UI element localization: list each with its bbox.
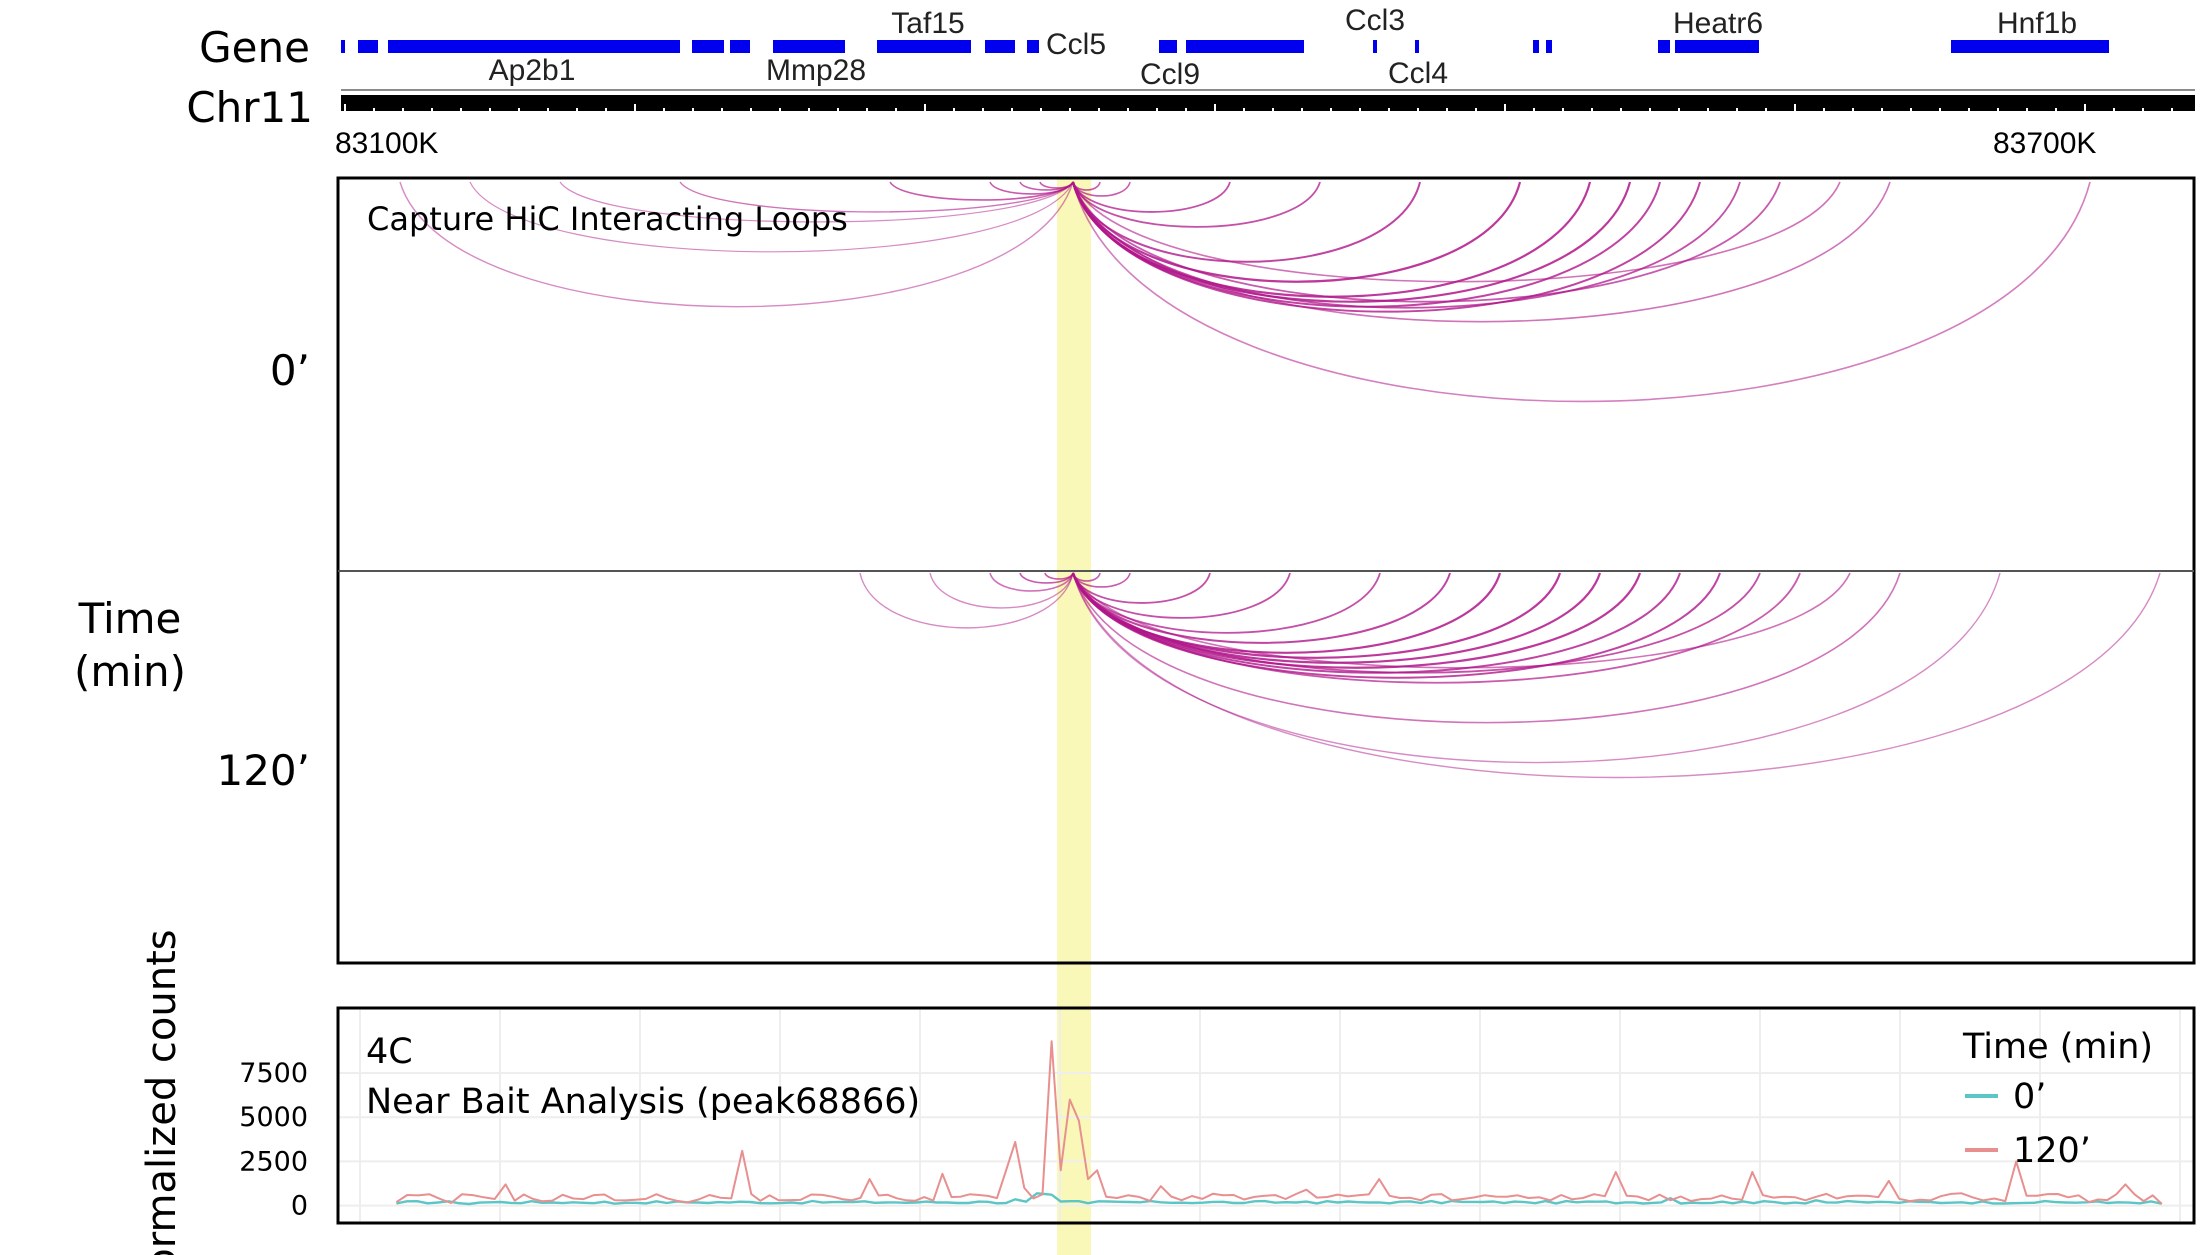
interaction-loop bbox=[559, 181, 1074, 223]
series-line-120 bbox=[395, 1040, 2163, 1205]
interaction-loop bbox=[399, 181, 1074, 308]
gene-label-ap2b1: Ap2b1 bbox=[489, 54, 576, 87]
gene-track: Ap2b1 Mmp28 Taf15 Ccl5 Ccl9 Ccl3 Ccl4 Heatr6 Hnf… bbox=[341, 4, 2109, 91]
loops-panel-title: Capture HiC Interacting Loops bbox=[367, 200, 848, 238]
interaction-loop bbox=[469, 181, 1074, 253]
gene-label-ccl3: Ccl3 bbox=[1345, 4, 1405, 37]
4c-chart: 0 2500 5000 7500 Normalized counts 4C Near … bbox=[139, 929, 2196, 1255]
interaction-loop bbox=[1039, 181, 1074, 189]
y-tick-label: 5000 bbox=[239, 1102, 308, 1133]
gene-label-ccl5: Ccl5 bbox=[1046, 28, 1106, 61]
interaction-loop bbox=[1072, 572, 1721, 679]
gene-block bbox=[1675, 40, 1759, 53]
interaction-loop bbox=[1072, 572, 1761, 674]
gene-label-heatr6: Heatr6 bbox=[1673, 7, 1763, 40]
chart-title: 4C bbox=[366, 1032, 413, 1072]
coord-start-label: 83100K bbox=[335, 127, 438, 160]
legend-title: Time (min) bbox=[1962, 1027, 2153, 1067]
interaction-loop bbox=[1072, 572, 1901, 724]
interaction-loop bbox=[1072, 181, 1321, 228]
chart-subtitle: Near Bait Analysis (peak68866) bbox=[366, 1082, 920, 1122]
y-tick-label: 0 bbox=[291, 1191, 308, 1222]
interaction-loop bbox=[679, 181, 1074, 213]
interaction-loop bbox=[1072, 572, 1681, 674]
interaction-loop bbox=[1071, 572, 1502, 654]
time-label-0: 0’ bbox=[270, 346, 310, 395]
interaction-loop bbox=[1072, 181, 1841, 283]
y-tick-label: 2500 bbox=[239, 1146, 308, 1177]
gene-block bbox=[341, 40, 345, 53]
gene-block bbox=[692, 40, 724, 53]
loops-time-0 bbox=[399, 181, 2091, 403]
gene-block bbox=[730, 40, 750, 53]
coord-end-label: 83700K bbox=[1993, 127, 2096, 160]
gene-label-ccl9: Ccl9 bbox=[1140, 58, 1200, 91]
interaction-loop bbox=[1072, 181, 1701, 313]
interaction-loop bbox=[1072, 572, 2161, 779]
interaction-loop bbox=[1072, 181, 1891, 323]
interaction-loop bbox=[1072, 181, 1661, 308]
interaction-loop bbox=[859, 572, 1074, 629]
time-axis-label-line1: Time bbox=[78, 594, 182, 643]
gene-block bbox=[1533, 40, 1539, 53]
interaction-loop bbox=[889, 181, 1074, 201]
series-line-0 bbox=[396, 1192, 2163, 1206]
gene-block bbox=[1373, 40, 1377, 53]
time-label-120: 120’ bbox=[216, 746, 310, 795]
gene-block bbox=[1415, 40, 1419, 53]
gene-block bbox=[1027, 40, 1039, 53]
gene-block bbox=[985, 40, 1015, 53]
gene-block bbox=[1159, 40, 1177, 53]
interaction-loop bbox=[1072, 181, 1741, 309]
interaction-loop bbox=[1072, 181, 1231, 213]
gene-block bbox=[877, 40, 971, 53]
y-tick-label: 7500 bbox=[239, 1058, 308, 1089]
time-axis-label-line2: (min) bbox=[74, 647, 186, 696]
interaction-loop bbox=[1044, 572, 1074, 580]
gene-label-hnf1b: Hnf1b bbox=[1997, 7, 2077, 40]
interaction-loop bbox=[929, 572, 1074, 609]
loops-time-120 bbox=[859, 572, 2161, 779]
interaction-loop bbox=[989, 572, 1074, 592]
gene-label-taf15: Taf15 bbox=[891, 7, 964, 40]
gene-block bbox=[1186, 40, 1304, 53]
interaction-loop bbox=[1072, 572, 1801, 684]
interaction-loop bbox=[1071, 181, 1522, 283]
interaction-loop bbox=[1072, 181, 2091, 403]
gene-block bbox=[1546, 40, 1552, 53]
bait-highlight bbox=[1057, 178, 1091, 1255]
chrom-track-label: Chr11 bbox=[186, 83, 313, 132]
gene-label-ccl4: Ccl4 bbox=[1388, 57, 1448, 90]
chart-ylabel: Normalized counts bbox=[139, 929, 185, 1255]
gene-label-mmp28: Mmp28 bbox=[766, 54, 866, 87]
interaction-loop bbox=[1072, 572, 1451, 644]
gene-block bbox=[358, 40, 378, 53]
gene-block bbox=[1658, 40, 1670, 53]
legend-label-0: 0’ bbox=[2013, 1077, 2046, 1117]
legend-label-120: 120’ bbox=[2013, 1131, 2091, 1171]
gene-block bbox=[388, 40, 680, 53]
gene-block bbox=[773, 40, 845, 53]
4c-chart-frame bbox=[336, 1006, 2196, 1225]
interaction-loop bbox=[1072, 181, 1781, 303]
gene-block bbox=[1951, 40, 2109, 53]
gene-track-label: Gene bbox=[199, 23, 310, 72]
chromosome-ruler bbox=[341, 89, 2195, 111]
interaction-loop bbox=[1072, 572, 1851, 669]
